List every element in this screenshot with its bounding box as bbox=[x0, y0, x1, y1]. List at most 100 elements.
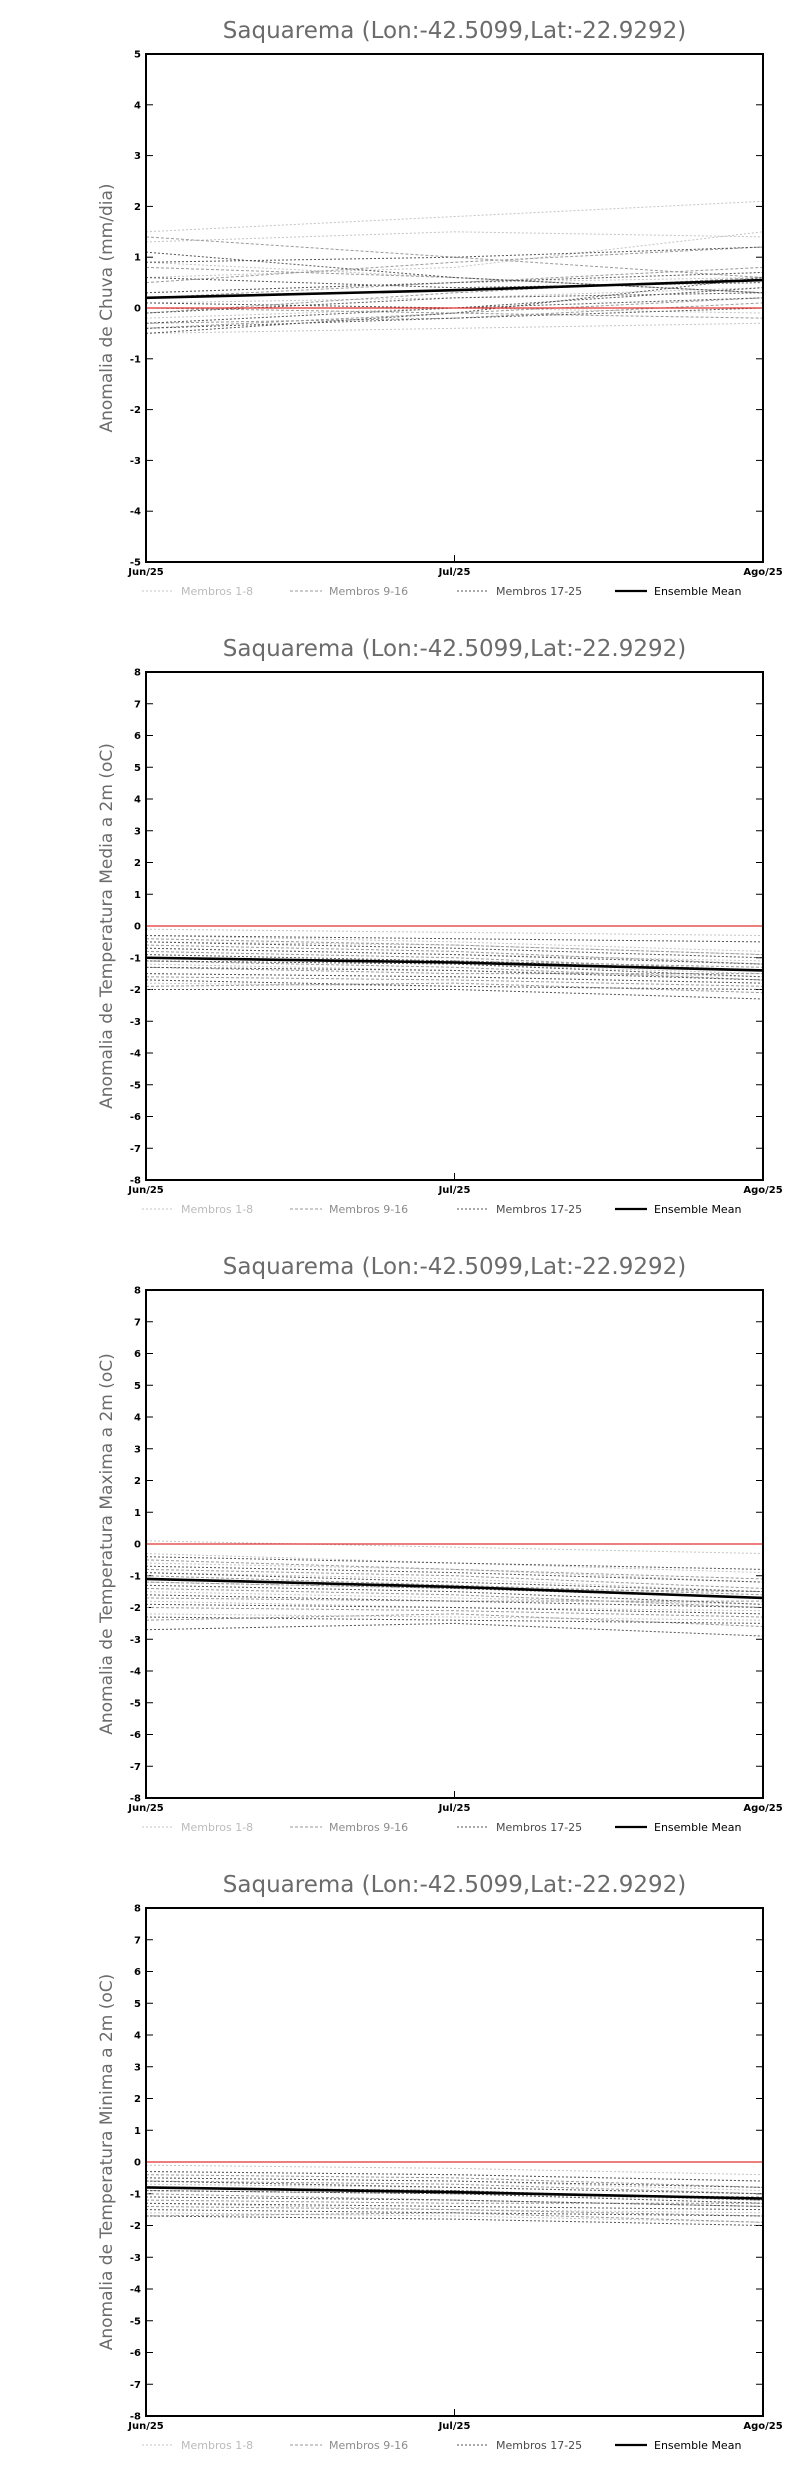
member-series-line bbox=[145, 1581, 764, 1593]
member-series-line bbox=[145, 938, 764, 956]
chart-svg: Saquarema (Lon:-42.5099,Lat:-22.9292) Ano… bbox=[97, 636, 783, 1216]
legend-label: Ensemble Mean bbox=[654, 2439, 741, 2452]
legend-label: Ensemble Mean bbox=[654, 1203, 741, 1216]
y-tick-label: 3 bbox=[134, 151, 141, 162]
member-series-line bbox=[145, 1559, 764, 1580]
member-series-line bbox=[145, 941, 764, 959]
x-tick-label: Jun/25 bbox=[127, 1185, 164, 1196]
member-series-line bbox=[145, 973, 764, 984]
member-series-line bbox=[145, 1587, 764, 1608]
member-series-line bbox=[145, 2180, 764, 2195]
legend-label: Membros 17-25 bbox=[496, 1203, 582, 1216]
y-tick-label: 7 bbox=[134, 1935, 141, 1946]
y-tick-label: 5 bbox=[134, 1381, 141, 1392]
member-series-line bbox=[145, 966, 764, 981]
y-tick-label: 2 bbox=[134, 2094, 141, 2105]
y-tick-label: -3 bbox=[130, 456, 141, 467]
member-series-line bbox=[145, 1616, 764, 1624]
legend-label: Membros 1-8 bbox=[181, 585, 253, 598]
member-series-line bbox=[145, 944, 764, 965]
member-series-line bbox=[145, 1572, 764, 1593]
member-series-line bbox=[145, 2180, 764, 2195]
y-tick-label: 2 bbox=[134, 858, 141, 869]
y-tick-label: 6 bbox=[134, 731, 141, 742]
x-tick-label: Jun/25 bbox=[127, 2421, 164, 2432]
y-tick-label: -2 bbox=[130, 1603, 141, 1614]
member-series-line bbox=[145, 292, 764, 314]
y-tick-label: 0 bbox=[134, 304, 141, 315]
member-series-line bbox=[145, 231, 764, 279]
x-tick-label: Jun/25 bbox=[127, 1803, 164, 1814]
member-series-line bbox=[145, 935, 764, 952]
member-series-line bbox=[145, 251, 764, 294]
y-tick-label: -8 bbox=[130, 1176, 141, 1187]
y-tick-label: 1 bbox=[134, 253, 141, 264]
x-tick-label: Ago/25 bbox=[743, 567, 782, 578]
member-series-line bbox=[145, 979, 764, 990]
member-series-line bbox=[145, 2212, 764, 2223]
y-tick-label: 5 bbox=[134, 50, 141, 61]
plot-frame bbox=[145, 1907, 764, 2417]
member-series-line bbox=[145, 982, 764, 994]
ensemble-mean-line bbox=[145, 2186, 764, 2200]
y-tick-label: 3 bbox=[134, 826, 141, 837]
member-series-line bbox=[145, 935, 764, 943]
y-tick-label: -3 bbox=[130, 1017, 141, 1028]
member-series-line bbox=[145, 1597, 763, 1602]
y-tick-label: -1 bbox=[130, 354, 141, 365]
y-tick-label: -8 bbox=[130, 2412, 141, 2423]
member-series-line bbox=[145, 1562, 764, 1583]
y-tick-label: 1 bbox=[134, 1508, 141, 1519]
member-series-line bbox=[145, 236, 764, 279]
legend-label: Ensemble Mean bbox=[654, 585, 741, 598]
y-tick-label: 5 bbox=[134, 763, 141, 774]
member-series-line bbox=[145, 1584, 764, 1605]
legend-label: Membros 17-25 bbox=[496, 585, 582, 598]
x-tick-label: Jul/25 bbox=[438, 2421, 471, 2432]
y-tick-label: -7 bbox=[130, 1144, 141, 1155]
member-series-line bbox=[145, 966, 763, 975]
member-series-line bbox=[145, 1556, 764, 1570]
y-tick-label: -5 bbox=[130, 2316, 141, 2327]
y-tick-label: -1 bbox=[130, 953, 141, 964]
y-tick-label: -1 bbox=[130, 1571, 141, 1582]
y-tick-label: 4 bbox=[134, 795, 141, 806]
y-tick-label: -2 bbox=[130, 985, 141, 996]
member-series-line bbox=[145, 954, 764, 971]
chart-panel-3: Saquarema (Lon:-42.5099,Lat:-22.9292) Ano… bbox=[0, 1236, 800, 1854]
x-tick-label: Jul/25 bbox=[438, 1803, 471, 1814]
x-tick-label: Jun/25 bbox=[127, 567, 164, 578]
member-series-line bbox=[145, 2174, 764, 2188]
member-series-line bbox=[145, 1578, 764, 1599]
member-series-line bbox=[145, 2202, 764, 2214]
member-series-line bbox=[145, 231, 764, 243]
y-tick-label: -6 bbox=[130, 1112, 141, 1123]
y-tick-label: -2 bbox=[130, 2221, 141, 2232]
y-tick-label: 1 bbox=[134, 2126, 141, 2137]
member-series-line bbox=[145, 2202, 764, 2211]
x-tick-label: Ago/25 bbox=[743, 1803, 782, 1814]
chart-title: Saquarema (Lon:-42.5099,Lat:-22.9292) bbox=[223, 18, 686, 44]
legend-label: Membros 9-16 bbox=[329, 1203, 408, 1216]
chart-svg: Saquarema (Lon:-42.5099,Lat:-22.9292) Ano… bbox=[97, 1872, 783, 2452]
y-tick-label: 0 bbox=[134, 1540, 141, 1551]
y-tick-label: -5 bbox=[130, 1080, 141, 1091]
chart-svg: Saquarema (Lon:-42.5099,Lat:-22.9292) Ano… bbox=[97, 18, 783, 598]
y-tick-label: -7 bbox=[130, 1762, 141, 1773]
member-series-line bbox=[145, 1603, 764, 1615]
y-tick-label: 4 bbox=[134, 1413, 141, 1424]
y-tick-label: -3 bbox=[130, 2253, 141, 2264]
member-series-line bbox=[145, 277, 764, 334]
y-axis-label: Anomalia de Temperatura Minima a 2m (oC) bbox=[97, 1974, 117, 2351]
chart-title: Saquarema (Lon:-42.5099,Lat:-22.9292) bbox=[223, 1254, 686, 1280]
y-tick-label: 3 bbox=[134, 1444, 141, 1455]
legend-label: Membros 9-16 bbox=[329, 2439, 408, 2452]
member-series-line bbox=[145, 2190, 764, 2198]
member-series-line bbox=[145, 297, 764, 314]
member-series-line bbox=[145, 1575, 764, 1596]
y-tick-label: -6 bbox=[130, 2348, 141, 2359]
y-tick-label: -2 bbox=[130, 405, 141, 416]
member-series-line bbox=[145, 1565, 764, 1583]
member-series-line bbox=[145, 960, 764, 981]
y-tick-label: -4 bbox=[130, 2285, 141, 2296]
